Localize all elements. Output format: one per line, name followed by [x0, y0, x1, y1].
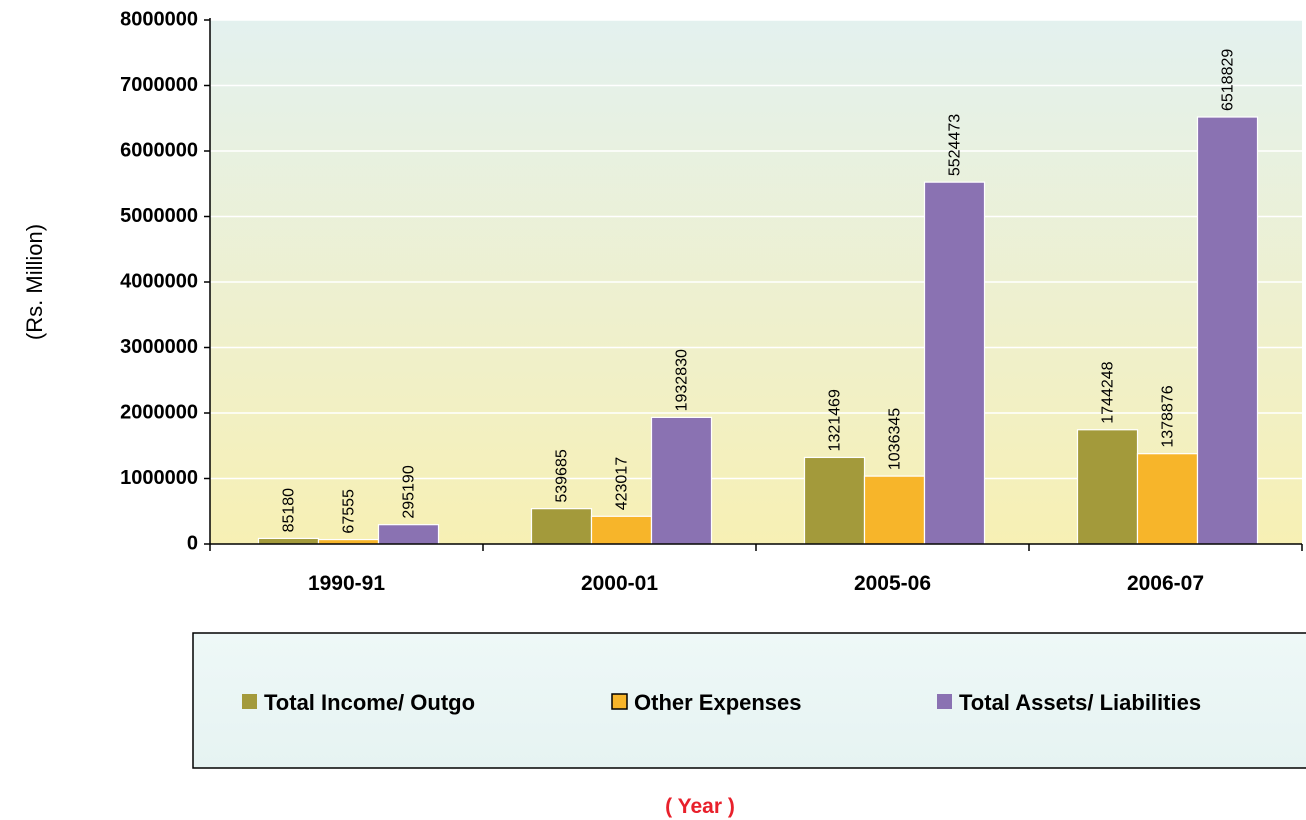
bar-3-2005-06 [923, 181, 986, 545]
legend-label: Total Assets/ Liabilities [959, 690, 1201, 715]
bar-1-1990-91 [257, 537, 320, 545]
bar-1-2000-01 [530, 508, 593, 545]
data-label: 1321469 [827, 389, 844, 451]
y-tick-labels: 0 1000000 2000000 3000000 4000000 5000000 6000… [120, 8, 198, 554]
x-tick-label: 2000-01 [581, 572, 658, 595]
data-label: 5524473 [947, 114, 964, 176]
y-tick-label: 4000000 [120, 270, 198, 292]
legend-swatch [611, 693, 628, 710]
bar-3-2000-01 [650, 416, 713, 545]
bar-1-2005-06 [803, 456, 866, 545]
data-label: 1744248 [1100, 361, 1117, 423]
data-label: 295190 [401, 465, 418, 518]
data-label: 85180 [281, 488, 298, 533]
y-tick-label: 2000000 [120, 401, 198, 423]
y-tick-label: 8000000 [120, 8, 198, 30]
y-tick-label: 1000000 [120, 467, 198, 489]
axes [204, 18, 1303, 551]
legend: Total Income/ Outgo Other Expenses Total A… [242, 690, 1201, 715]
y-tick-label: 5000000 [120, 205, 198, 227]
data-label: 6518829 [1220, 49, 1237, 111]
data-label: 1378876 [1160, 385, 1177, 447]
x-tick-labels: 1990-91 2000-01 2005-06 2006-07 [308, 572, 1204, 595]
data-label: 67555 [341, 489, 358, 534]
bar-2-2000-01 [590, 515, 653, 545]
x-axis-title: ( Year ) [665, 795, 735, 818]
x-tick-label: 2006-07 [1127, 572, 1204, 595]
legend-label: Total Income/ Outgo [264, 690, 475, 715]
data-label: 1036345 [887, 408, 904, 470]
bar-1-2006-07 [1076, 429, 1139, 545]
y-tick-label: 7000000 [120, 74, 198, 96]
data-label: 539685 [554, 449, 571, 502]
bar-2-2005-06 [863, 475, 926, 545]
x-tick-label: 1990-91 [308, 572, 385, 595]
legend-label: Other Expenses [634, 690, 802, 715]
value-labels: 85180 67555 295190 539685 423017 1932830 13214… [281, 49, 1237, 534]
legend-swatch [242, 694, 257, 709]
bar-3-2006-07 [1196, 116, 1259, 545]
bar-3-1990-91 [377, 524, 440, 545]
y-tick-label: 3000000 [120, 336, 198, 358]
y-tick-label: 6000000 [120, 139, 198, 161]
legend-swatch [937, 694, 952, 709]
bar-2-2006-07 [1136, 453, 1199, 545]
y-axis-title: (Rs. Million) [22, 224, 47, 340]
bars [257, 116, 1259, 545]
data-label: 1932830 [674, 349, 691, 411]
legend-box [192, 632, 1306, 769]
gridlines [210, 19, 1302, 480]
x-tick-label: 2005-06 [854, 572, 931, 595]
y-tick-label: 0 [187, 532, 198, 554]
data-label: 423017 [614, 457, 631, 510]
